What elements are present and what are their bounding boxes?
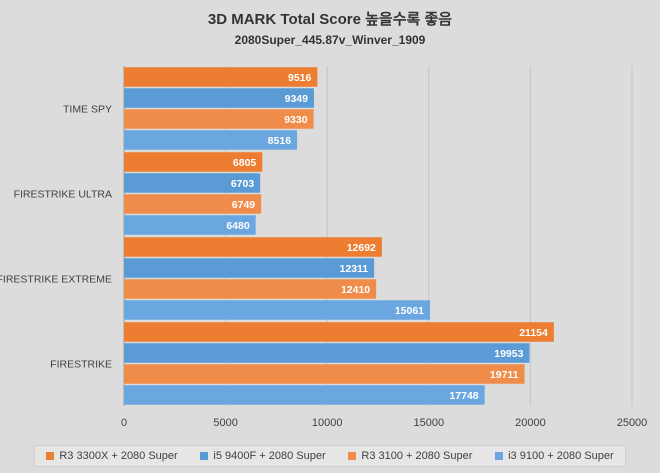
x-tick-label: 10000	[312, 417, 343, 429]
category-label: FIRESTRIKE ULTRA	[14, 189, 112, 201]
x-tick-label: 20000	[515, 417, 546, 429]
x-tick-label: 15000	[414, 417, 445, 429]
legend-swatch	[200, 452, 209, 460]
x-tick-label: 5000	[213, 417, 237, 429]
data-label: 6703	[231, 178, 255, 190]
bar	[124, 300, 431, 320]
bar	[124, 258, 375, 278]
legend-item: i3 9100 + 2080 Super	[495, 450, 614, 462]
data-label: 12692	[347, 242, 376, 254]
data-label: 12311	[340, 263, 369, 275]
bar	[124, 194, 262, 214]
data-label: 19953	[494, 348, 523, 360]
data-label: 19711	[490, 369, 519, 381]
x-tick-label: 25000	[617, 417, 648, 429]
legend-item: R3 3100 + 2080 Super	[348, 450, 472, 462]
chart-title: 3D MARK Total Score 높을수록 좋음	[207, 11, 453, 28]
bar	[124, 152, 263, 172]
legend: R3 3300X + 2080 Super i5 9400F + 2080 Su…	[34, 445, 626, 467]
data-label: 6749	[232, 199, 256, 211]
bar	[124, 67, 318, 87]
bar	[124, 215, 256, 235]
chart-subtitle: 2080Super_445.87v_Winver_1909	[234, 33, 426, 47]
category-label: TIME SPY	[63, 104, 112, 116]
legend-item: R3 3300X + 2080 Super	[46, 450, 178, 462]
data-label: 17748	[449, 390, 478, 402]
bar	[124, 322, 554, 342]
bar	[124, 109, 314, 129]
legend-swatch	[495, 452, 504, 460]
legend-label: i3 9100 + 2080 Super	[508, 450, 614, 462]
bar	[124, 237, 382, 257]
bar	[124, 364, 525, 384]
data-label: 21154	[519, 327, 548, 339]
bar	[124, 173, 261, 193]
bar	[124, 88, 314, 108]
category-label: FIRESTRIKE	[50, 359, 112, 371]
legend-item: i5 9400F + 2080 Super	[200, 450, 326, 462]
data-label: 6480	[226, 220, 250, 232]
bar	[124, 385, 485, 405]
legend-swatch	[46, 452, 55, 460]
data-label: 12410	[341, 284, 370, 296]
legend-label: i5 9400F + 2080 Super	[213, 450, 326, 462]
legend-label: R3 3300X + 2080 Super	[59, 450, 178, 462]
bar	[124, 343, 530, 363]
data-label: 9349	[285, 93, 309, 105]
category-label: FIRESTRIKE EXTREME	[0, 274, 112, 286]
data-label: 15061	[395, 305, 424, 317]
data-label: 9516	[288, 72, 312, 84]
bar	[124, 130, 298, 150]
data-label: 9330	[284, 114, 308, 126]
x-tick-label: 0	[121, 417, 127, 429]
data-label: 6805	[233, 157, 257, 169]
bar	[124, 279, 377, 299]
data-label: 8516	[268, 135, 292, 147]
legend-label: R3 3100 + 2080 Super	[361, 450, 473, 462]
legend-swatch	[348, 452, 357, 460]
